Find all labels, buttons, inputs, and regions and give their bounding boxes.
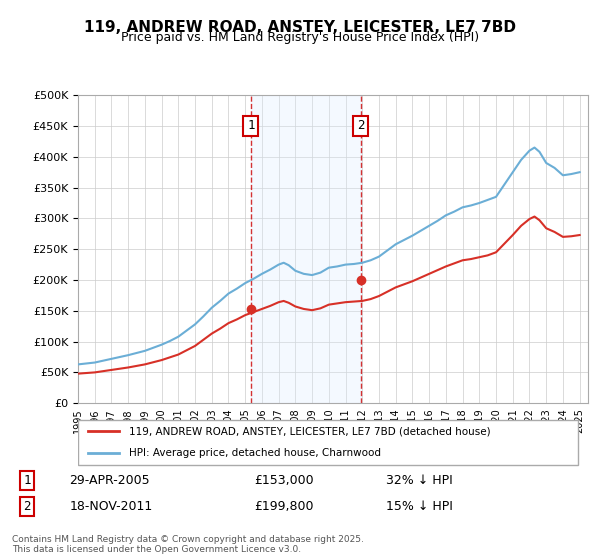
Text: 32% ↓ HPI: 32% ↓ HPI [386,474,453,487]
Text: £199,800: £199,800 [254,500,313,514]
Text: 15% ↓ HPI: 15% ↓ HPI [386,500,453,514]
FancyBboxPatch shape [78,420,578,465]
Text: 119, ANDREW ROAD, ANSTEY, LEICESTER, LE7 7BD: 119, ANDREW ROAD, ANSTEY, LEICESTER, LE7… [84,20,516,35]
Text: 2: 2 [357,119,365,133]
Text: Contains HM Land Registry data © Crown copyright and database right 2025.
This d: Contains HM Land Registry data © Crown c… [12,535,364,554]
Text: £153,000: £153,000 [254,474,314,487]
Text: HPI: Average price, detached house, Charnwood: HPI: Average price, detached house, Char… [129,449,381,459]
Text: 1: 1 [23,474,31,487]
Bar [251,95,361,403]
Text: 18-NOV-2011: 18-NOV-2011 [70,500,153,514]
Text: 119, ANDREW ROAD, ANSTEY, LEICESTER, LE7 7BD (detached house): 119, ANDREW ROAD, ANSTEY, LEICESTER, LE7… [129,426,491,436]
Text: 29-APR-2005: 29-APR-2005 [70,474,150,487]
Text: 1: 1 [247,119,254,133]
Text: Price paid vs. HM Land Registry's House Price Index (HPI): Price paid vs. HM Land Registry's House … [121,31,479,44]
Text: 2: 2 [23,500,31,514]
